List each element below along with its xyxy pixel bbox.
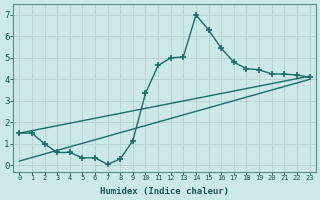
X-axis label: Humidex (Indice chaleur): Humidex (Indice chaleur)	[100, 187, 229, 196]
